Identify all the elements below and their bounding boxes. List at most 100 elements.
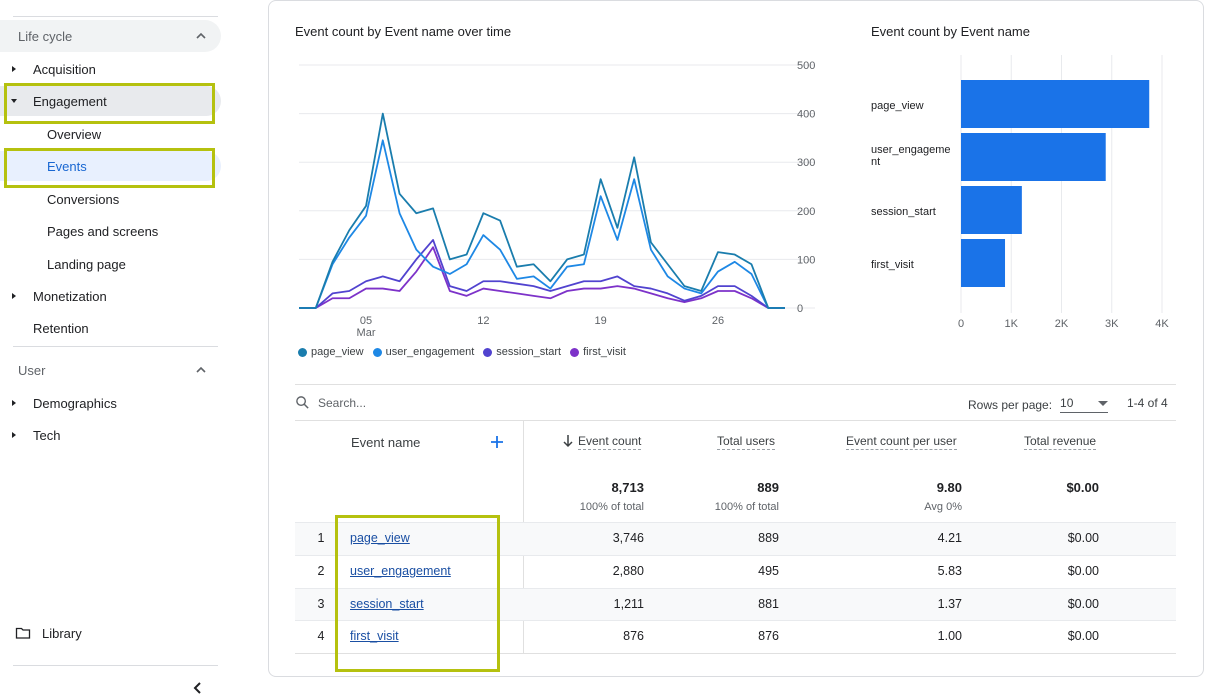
column-header-total-users[interactable]: Total users bbox=[717, 434, 776, 450]
sidebar-item-conversions[interactable]: Conversions bbox=[0, 184, 221, 214]
sidebar-item-label: Landing page bbox=[47, 256, 126, 272]
total-event-count-per-user: 9.80 bbox=[936, 480, 962, 495]
revenue-cell: $0.00 bbox=[1067, 597, 1099, 611]
sidebar-item-label: Demographics bbox=[33, 395, 117, 411]
legend-item[interactable]: first_visit bbox=[570, 346, 626, 358]
sidebar-item-label: Tech bbox=[33, 427, 61, 443]
lifecycle-label: Life cycle bbox=[18, 28, 73, 44]
legend-dot-icon bbox=[372, 347, 382, 357]
line-series-first-visit[interactable] bbox=[299, 246, 785, 309]
total-users-cell: 876 bbox=[758, 629, 779, 643]
event-count-cell: 1,211 bbox=[613, 597, 644, 611]
legend-label: user_engagement bbox=[385, 346, 475, 358]
total-users-cell: 495 bbox=[758, 564, 779, 578]
bar-chart-category-label: first_visit bbox=[871, 259, 914, 271]
bar-chart-x-tick-label: 0 bbox=[958, 318, 964, 330]
event-name-link[interactable]: page_view bbox=[350, 531, 410, 545]
add-dimension-plus-icon[interactable] bbox=[489, 434, 505, 450]
line-chart-x-tick-label: 05 bbox=[360, 315, 372, 327]
row-index: 2 bbox=[317, 564, 325, 578]
sidebar-divider bbox=[13, 665, 218, 666]
sidebar-item-landing-page[interactable]: Landing page bbox=[0, 249, 221, 279]
table-row: 4 first_visit 876 876 1.00 $0.00 bbox=[295, 620, 1176, 653]
bar-first-visit[interactable] bbox=[961, 239, 1006, 287]
event-count-cell: 3,746 bbox=[612, 531, 644, 545]
bar-user-engagement[interactable] bbox=[961, 133, 1106, 181]
legend-item[interactable]: user_engagement bbox=[372, 346, 475, 358]
total-users-subtitle: 100% of total bbox=[714, 501, 779, 513]
line-series-session-start[interactable] bbox=[299, 239, 785, 309]
line-series-page-view[interactable] bbox=[299, 112, 785, 309]
sort-descending-arrow-icon bbox=[563, 435, 573, 448]
collapse-sidebar-icon[interactable] bbox=[190, 680, 206, 696]
sidebar-item-engagement[interactable]: Engagement bbox=[0, 86, 221, 116]
sidebar-item-label: Retention bbox=[33, 320, 89, 336]
line-series-user-engagement[interactable] bbox=[299, 139, 785, 309]
bar-chart-category-label: page_view bbox=[871, 100, 924, 112]
sidebar-item-demographics[interactable]: Demographics bbox=[0, 388, 221, 418]
sidebar-item-label: Events bbox=[47, 158, 87, 174]
bar-session-start[interactable] bbox=[961, 186, 1022, 234]
sidebar-item-retention[interactable]: Retention bbox=[0, 313, 221, 343]
column-header-total-revenue[interactable]: Total revenue bbox=[1024, 434, 1097, 450]
column-header-event-count-per-user[interactable]: Event count per user bbox=[846, 434, 957, 450]
sidebar-item-label: Engagement bbox=[33, 93, 107, 109]
bar-chart[interactable]: 0 1K 2K 3K 4K page_view user_engagement session… bbox=[865, 55, 1180, 340]
per-user-cell: 5.83 bbox=[937, 564, 962, 578]
column-header-event-name[interactable]: Event name bbox=[351, 435, 421, 450]
row-index: 3 bbox=[317, 597, 325, 611]
caret-right-icon bbox=[12, 432, 16, 438]
table-row: 1 page_view 3,746 889 4.21 $0.00 bbox=[295, 522, 1176, 555]
legend-label: session_start bbox=[496, 346, 562, 358]
user-section-label: User bbox=[18, 362, 46, 378]
rows-per-page-control: Rows per page: 10 bbox=[968, 396, 1109, 413]
sidebar-divider bbox=[13, 16, 218, 17]
sidebar-item-tech[interactable]: Tech bbox=[0, 420, 221, 450]
line-chart-y-tick-label: 100 bbox=[797, 254, 815, 266]
legend-label: page_view bbox=[311, 346, 364, 358]
user-section-header[interactable]: User bbox=[0, 354, 221, 386]
revenue-cell: $0.00 bbox=[1067, 531, 1099, 545]
caret-right-icon bbox=[12, 400, 16, 406]
column-header-event-count[interactable]: Event count bbox=[578, 434, 642, 450]
search-placeholder: Search... bbox=[318, 395, 367, 410]
bar-chart-category-label: nt bbox=[871, 156, 880, 168]
bar-chart-x-tick-label: 3K bbox=[1105, 318, 1119, 330]
per-user-cell: 1.00 bbox=[937, 629, 962, 643]
legend-dot-icon bbox=[570, 347, 580, 357]
total-users-cell: 889 bbox=[758, 531, 779, 545]
bar-chart-x-tick-label: 2K bbox=[1055, 318, 1069, 330]
bar-chart-title: Event count by Event name bbox=[871, 24, 1030, 39]
table-row: 2 user_engagement 2,880 495 5.83 $0.00 bbox=[295, 555, 1176, 588]
caret-right-icon bbox=[12, 66, 16, 72]
sidebar-item-overview[interactable]: Overview bbox=[0, 119, 221, 149]
chevron-up-icon bbox=[196, 32, 206, 39]
sidebar-item-pages-and-screens[interactable]: Pages and screens bbox=[0, 216, 221, 246]
event-name-link[interactable]: session_start bbox=[350, 597, 424, 611]
legend-dot-icon bbox=[298, 347, 307, 357]
event-name-link[interactable]: first_visit bbox=[350, 629, 399, 643]
event-count-cell: 876 bbox=[623, 629, 644, 643]
legend-dot-icon bbox=[483, 347, 493, 357]
sidebar-item-monetization[interactable]: Monetization bbox=[0, 281, 221, 311]
event-name-link[interactable]: user_engagement bbox=[350, 564, 451, 578]
line-chart-y-tick-label: 0 bbox=[797, 303, 803, 315]
sidebar-item-acquisition[interactable]: Acquisition bbox=[0, 54, 221, 84]
table-header-divider bbox=[295, 420, 1176, 421]
bar-page-view[interactable] bbox=[961, 80, 1150, 128]
library-link[interactable]: Library bbox=[15, 625, 82, 641]
line-chart-y-tick-label: 200 bbox=[797, 206, 815, 218]
legend-item[interactable]: page_view bbox=[298, 346, 364, 358]
per-user-cell: 4.21 bbox=[937, 531, 962, 545]
line-chart[interactable]: 0 100 200 300 400 500 05 12 19 26 Mar bbox=[295, 55, 825, 340]
total-revenue: $0.00 bbox=[1066, 480, 1099, 495]
rows-per-page-select[interactable]: 10 bbox=[1060, 396, 1109, 413]
table-bottom-divider bbox=[295, 653, 1176, 654]
left-nav-sidebar: Life cycle Acquisition Engagement Overvi… bbox=[0, 0, 240, 697]
table-search[interactable]: Search... bbox=[295, 395, 366, 410]
lifecycle-section-header[interactable]: Life cycle bbox=[0, 20, 221, 52]
sidebar-item-events[interactable]: Events bbox=[0, 151, 221, 181]
bar-chart-x-tick-label: 1K bbox=[1005, 318, 1019, 330]
legend-item[interactable]: session_start bbox=[483, 346, 561, 358]
total-event-count-per-user-subtitle: Avg 0% bbox=[924, 501, 962, 513]
